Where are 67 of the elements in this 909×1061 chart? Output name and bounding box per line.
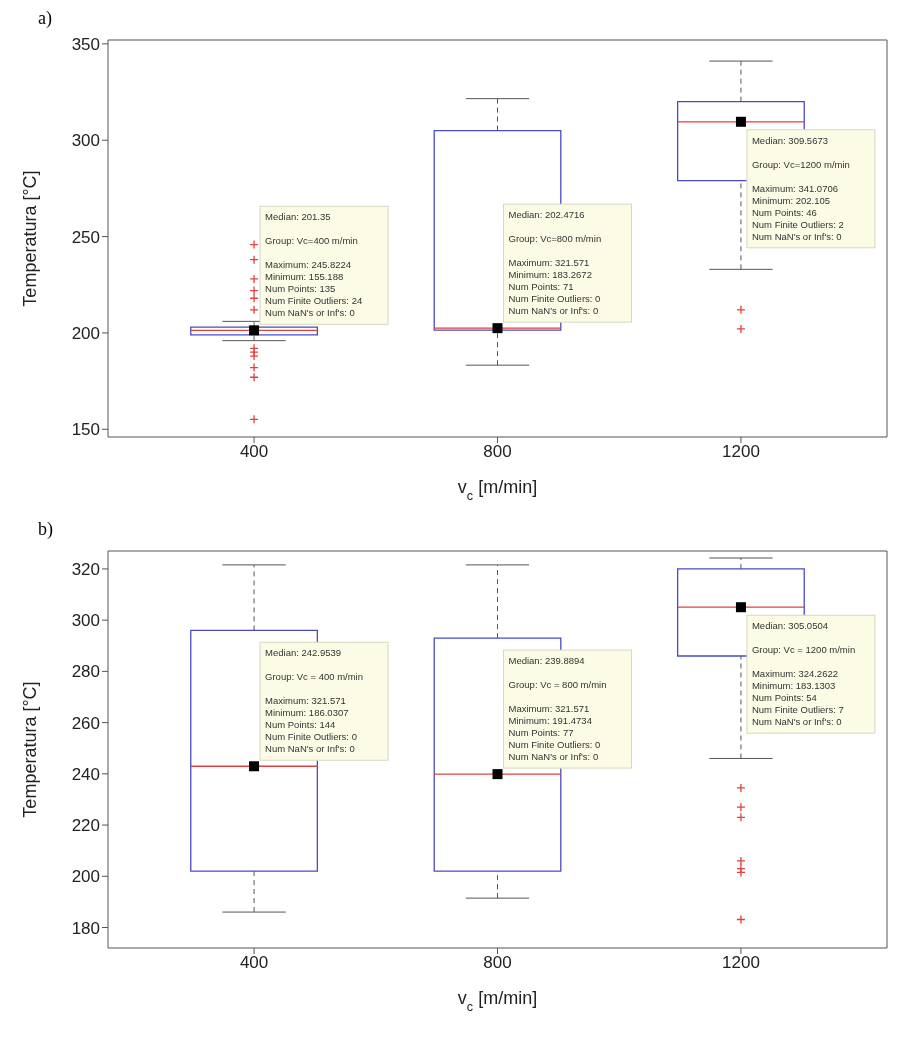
x-tick-label: 400 (239, 442, 269, 462)
y-axis-title: Temperatura [°C] (20, 681, 41, 818)
annotation: Maximum: 341.0706 (751, 182, 839, 194)
y-axis-title: Temperatura [°C] (20, 170, 41, 307)
chart-title: a) (38, 8, 53, 29)
annotation: Num Finite Outliers: 24 (265, 295, 363, 307)
y-tick-label: 300 (71, 131, 100, 151)
annotation: Group: Vc = 800 m/min (508, 679, 607, 691)
y-tick-label: 250 (71, 227, 100, 247)
annotation: Num Points: 46 (751, 206, 817, 218)
annotation: Minimum: 191.4734 (508, 715, 592, 727)
y-tick-label: 200 (71, 867, 100, 887)
y-tick-label: 350 (71, 34, 100, 54)
y-tick-label: 280 (71, 662, 100, 682)
annotation: Num NaN's or Inf's: 0 (508, 751, 599, 763)
annotation: Num Points: 135 (265, 283, 336, 295)
annotation: Minimum: 202.105 (751, 194, 831, 206)
annotation: Num Finite Outliers: 0 (508, 739, 601, 751)
annotation: Num Points: 71 (508, 281, 574, 293)
y-tick-label: 260 (71, 713, 100, 733)
chart-title: b) (38, 519, 54, 540)
y-tick-label: 240 (71, 764, 100, 784)
annotation: Maximum: 324.2622 (751, 668, 839, 680)
annotation: Group: Vc = 1200 m/min (751, 644, 856, 656)
annotation: Num NaN's or Inf's: 0 (751, 230, 842, 242)
annotation: Group: Vc=1200 m/min (751, 158, 850, 170)
annotation: Maximum: 321.571 (508, 703, 590, 715)
annotation: Median: 201.35 (265, 211, 331, 223)
annotation: Minimum: 186.0307 (265, 707, 349, 719)
annotation: Num Finite Outliers: 7 (751, 704, 844, 716)
annotation: Group: Vc=800 m/min (508, 233, 602, 245)
annotation: Num NaN's or Inf's: 0 (751, 716, 842, 728)
annotation: Median: 202.4716 (508, 209, 585, 221)
y-tick-label: 220 (71, 816, 100, 836)
y-tick-label: 320 (71, 559, 100, 579)
annotation: Num Points: 54 (751, 692, 817, 704)
annotation: Num NaN's or Inf's: 0 (508, 305, 599, 317)
annotation: Maximum: 321.571 (508, 257, 590, 269)
y-tick-label: 300 (71, 611, 100, 631)
annotation: Median: 305.0504 (751, 620, 828, 632)
x-tick-label: 800 (483, 953, 512, 973)
annotation: Group: Vc = 400 m/min (265, 671, 364, 683)
annotation: Num NaN's or Inf's: 0 (265, 307, 355, 319)
x-tick-label: 1200 (722, 953, 760, 973)
x-tick-label: 800 (483, 442, 512, 462)
annotation: Maximum: 321.571 (265, 695, 346, 707)
y-tick-label: 180 (71, 918, 100, 938)
annotation: Num NaN's or Inf's: 0 (265, 743, 355, 755)
annotation: Minimum: 183.1303 (751, 680, 836, 692)
x-tick-label: 400 (239, 953, 269, 973)
y-tick-label: 200 (71, 323, 100, 343)
x-axis-title: v$_{c}$ [m/min] (457, 477, 538, 503)
annotation: Maximum: 245.8224 (265, 259, 352, 271)
annotation: Minimum: 183.2672 (508, 269, 592, 281)
annotation: Median: 309.5673 (751, 134, 828, 146)
annotation: Num Finite Outliers: 2 (751, 218, 844, 230)
annotation: Median: 242.9539 (265, 647, 342, 659)
annotation: Num Points: 144 (265, 719, 336, 731)
annotation: Num Finite Outliers: 0 (265, 731, 357, 743)
y-tick-label: 150 (71, 420, 100, 440)
x-axis-title: v$_{c}$ [m/min] (457, 988, 538, 1014)
annotation: Num Points: 77 (508, 727, 574, 739)
annotation: Group: Vc=400 m/min (265, 235, 358, 247)
annotation: Minimum: 155.188 (265, 271, 344, 283)
annotation: Num Finite Outliers: 0 (508, 293, 601, 305)
annotation: Median: 239.8894 (508, 655, 585, 667)
x-tick-label: 1200 (722, 442, 760, 462)
